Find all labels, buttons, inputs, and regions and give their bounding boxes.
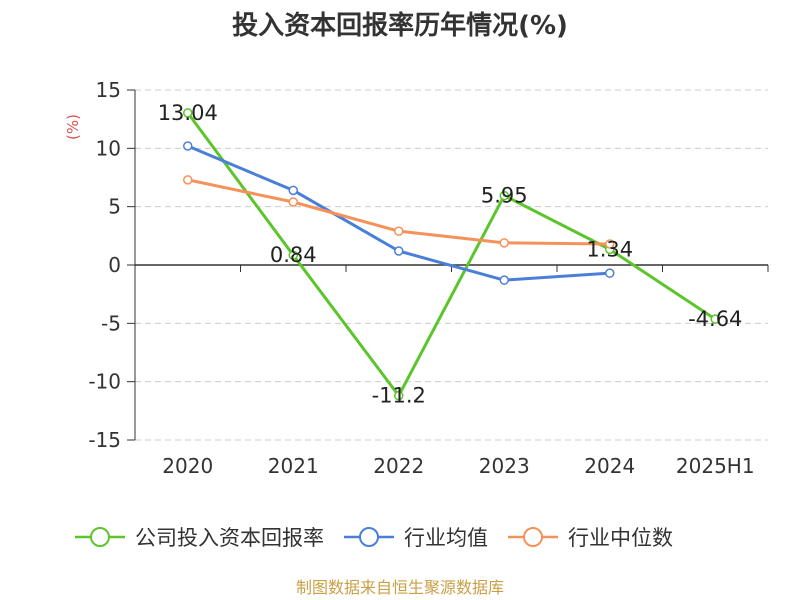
series-group: [183, 108, 720, 401]
data-label: 0.84: [270, 243, 317, 267]
data-point: [394, 226, 404, 236]
data-point: [183, 141, 193, 151]
legend-marker: [523, 527, 543, 547]
data-label: -4.64: [688, 307, 742, 331]
data-point: [183, 108, 193, 118]
y-tick-label: -5: [101, 311, 121, 335]
x-tick-label: 2023: [479, 454, 530, 478]
legend-marker: [359, 527, 379, 547]
x-tick-label: 2024: [584, 454, 635, 478]
y-tick-labels: 15 10 5 0 -5 -10 -15: [88, 78, 121, 452]
data-labels: 13.04 0.84 -11.2 5.95 1.34 -4.64: [158, 101, 743, 408]
series-0: [183, 108, 720, 401]
y-tick-label: -15: [88, 428, 121, 452]
data-label: 1.34: [586, 237, 633, 261]
legend-label: 行业均值: [404, 526, 488, 550]
legend: 公司投入资本回报率 行业均值 行业中位数: [75, 526, 673, 550]
data-point: [288, 250, 298, 260]
data-label: -11.2: [372, 384, 426, 408]
x-tick-labels: 2020 2021 2022 2023 2024 2025H1: [162, 454, 754, 478]
x-tick-label: 2022: [373, 454, 424, 478]
data-label: 13.04: [158, 101, 218, 125]
series-2: [183, 175, 615, 249]
legend-marker: [90, 527, 110, 547]
series-line: [186, 111, 717, 398]
data-point: [605, 268, 615, 278]
y-tick-label: 10: [96, 136, 121, 160]
y-tick-label: 0: [108, 253, 121, 277]
y-tick-label: -10: [88, 370, 121, 394]
data-point: [183, 175, 193, 185]
x-tick-label: 2021: [268, 454, 319, 478]
y-tick-label: 15: [96, 78, 121, 102]
data-point: [605, 239, 615, 249]
data-point: [394, 390, 404, 401]
legend-item: 公司投入资本回报率: [75, 526, 324, 550]
data-point: [394, 246, 404, 256]
legend-item: 行业均值: [344, 526, 488, 550]
y-axis-unit-label: (%): [64, 114, 82, 140]
source-note: 制图数据来自恒生聚源数据库: [296, 578, 504, 597]
chart-title: 投入资本回报率历年情况(%): [232, 10, 568, 41]
legend-label: 行业中位数: [568, 526, 673, 550]
x-tick-label: 2020: [162, 454, 213, 478]
grid-lines: [135, 89, 768, 441]
data-point: [288, 185, 298, 196]
data-label: 5.95: [481, 184, 528, 208]
legend-item: 行业中位数: [508, 526, 673, 550]
data-point: [499, 275, 509, 285]
series-1: [183, 141, 615, 285]
x-tick-label: 2025H1: [676, 454, 755, 478]
data-point: [499, 190, 509, 201]
data-point: [710, 314, 720, 324]
series-line: [187, 144, 610, 282]
y-tick-label: 5: [108, 195, 121, 219]
data-point: [499, 238, 509, 248]
data-point: [288, 197, 298, 207]
legend-label: 公司投入资本回报率: [135, 526, 324, 550]
